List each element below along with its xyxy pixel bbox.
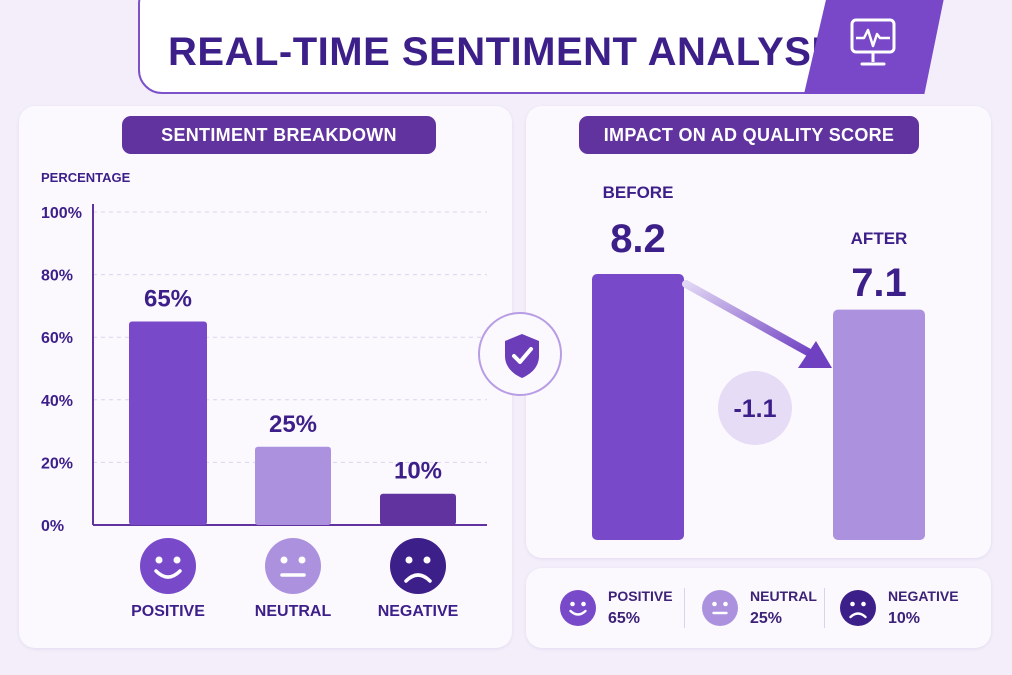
change-value: -1.1: [733, 395, 776, 423]
sentiment-breakdown-panel: SENTIMENT BREAKDOWN PERCENTAGE 0% 20% 40% 60…: [19, 106, 512, 648]
change-arrow: [682, 280, 812, 356]
neutral-face-icon: [702, 590, 738, 626]
legend-value: 10%: [888, 610, 921, 627]
face-circle: [390, 538, 446, 594]
face-eye: [173, 556, 181, 564]
bar-value-label: 7.1: [851, 261, 907, 305]
legend-divider: [824, 588, 825, 628]
ad-quality-impact-title: IMPACT ON AD QUALITY SCORE: [579, 116, 919, 154]
sentiment-bar-chart: PERCENTAGE 0% 20% 40% 60% 80% 100% 65% POSITIVE 2…: [41, 170, 487, 620]
shield-badge: [478, 312, 562, 396]
y-tick-label: 20%: [41, 455, 73, 472]
legend-name: POSITIVE: [608, 588, 673, 604]
ad-quality-impact-panel: IMPACT ON AD QUALITY SCORE BEFORE 8.2 AFTE…: [526, 106, 991, 558]
x-category-label: POSITIVE: [131, 603, 205, 620]
change-arrowhead: [798, 341, 832, 368]
bar-category-label: AFTER: [851, 229, 908, 248]
bar-value-label: 8.2: [610, 217, 666, 261]
face-eye: [155, 556, 163, 564]
face-mouth: [404, 573, 432, 583]
y-tick-label: 0%: [41, 518, 64, 535]
bar-category-label: BEFORE: [603, 183, 674, 202]
sentiment-legend: POSITIVE 65% NEUTRAL 25% NEGATIVE 10%: [526, 568, 991, 648]
shield-check-icon: [505, 334, 539, 378]
legend-value: 25%: [750, 610, 783, 627]
bar-neutral: [255, 446, 331, 525]
neutral-face-icon: [265, 538, 321, 594]
face-circle: [140, 538, 196, 594]
y-tick-label: 60%: [41, 330, 73, 347]
bar-negative: [380, 493, 456, 525]
face-mouth: [154, 569, 182, 579]
legend-name: NEGATIVE: [888, 588, 959, 604]
smile-icon: [140, 538, 196, 594]
legend-divider: [684, 588, 685, 628]
bar-after: [833, 309, 925, 540]
title-banner: REAL-TIME SENTIMENT ANALYSIS: [138, 0, 918, 94]
bar-value-label: 65%: [144, 286, 192, 313]
face-eye: [280, 556, 288, 564]
page-title: REAL-TIME SENTIMENT ANALYSIS: [168, 30, 851, 74]
face-eye: [423, 556, 431, 564]
y-tick-label: 100%: [41, 205, 82, 222]
x-category-label: NEUTRAL: [255, 603, 332, 620]
bar-value-label: 10%: [394, 458, 442, 485]
y-tick-label: 80%: [41, 268, 73, 285]
frown-icon: [840, 590, 876, 626]
sentiment-breakdown-title: SENTIMENT BREAKDOWN: [122, 116, 436, 154]
x-category-label: NEGATIVE: [378, 603, 459, 620]
bar-positive: [129, 321, 207, 525]
bar-value-label: 25%: [269, 411, 317, 438]
face-eye: [298, 556, 306, 564]
face-circle: [265, 538, 321, 594]
monitor-pulse-icon: [850, 18, 896, 66]
ad-quality-bar-chart: BEFORE 8.2 AFTER 7.1 -1.1: [592, 183, 925, 540]
legend-value: 65%: [608, 610, 641, 627]
change-badge: [718, 371, 792, 445]
header-icon-badge: [804, 0, 944, 94]
face-eye: [405, 556, 413, 564]
y-axis-label: PERCENTAGE: [41, 170, 131, 185]
frown-icon: [390, 538, 446, 594]
smile-icon: [560, 590, 596, 626]
y-tick-label: 40%: [41, 393, 73, 410]
legend-name: NEUTRAL: [750, 588, 817, 604]
bar-before: [592, 274, 684, 540]
